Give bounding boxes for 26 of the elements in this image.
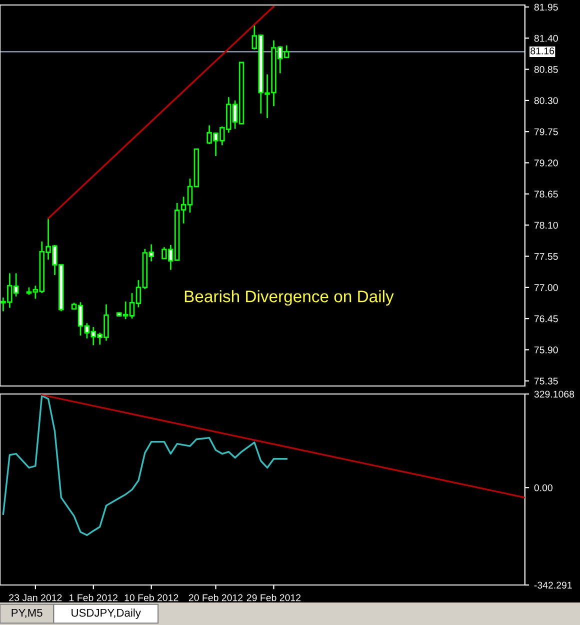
y-tick-label: 80.85 bbox=[534, 66, 558, 73]
y-tick-label: 77.55 bbox=[534, 253, 558, 260]
y-tick-label: 81.40 bbox=[534, 34, 558, 42]
y-tick-label: 79.20 bbox=[534, 160, 558, 166]
ref-line-label: 81.16 bbox=[530, 47, 554, 54]
y-tick-label: 79.75 bbox=[534, 128, 558, 136]
x-tick-label: 1 Feb 2012 bbox=[70, 594, 118, 602]
y-tick-label: 329.1068 bbox=[534, 390, 574, 398]
annotation: Bearish Divergence on Daily bbox=[184, 290, 394, 306]
x-tick-label: 10 Feb 2012 bbox=[124, 594, 178, 602]
y-tick-label: 75.35 bbox=[534, 378, 558, 385]
y-tick-label: 75.90 bbox=[534, 346, 558, 354]
x-tick-label: 23 Jan 2012 bbox=[9, 594, 62, 602]
y-tick-label: 80.30 bbox=[534, 97, 558, 104]
x-tick-label: 29 Feb 2012 bbox=[246, 594, 301, 602]
y-tick-label: -342.291 bbox=[534, 582, 572, 589]
text: PY,M5 bbox=[12, 608, 42, 618]
line-series bbox=[2, 394, 288, 536]
y-tick-label: 77.00 bbox=[534, 284, 558, 292]
y-tick-label: 78.10 bbox=[534, 222, 558, 229]
y-tick-label: 81.95 bbox=[534, 4, 558, 11]
x-tick-label: 20 Feb 2012 bbox=[188, 594, 243, 602]
y-tick-label: 78.65 bbox=[534, 190, 558, 198]
y-tick-label: 0.00 bbox=[534, 484, 552, 492]
y-tick-label: 76.45 bbox=[534, 315, 558, 322]
text: USDJPY,Daily bbox=[72, 608, 141, 619]
